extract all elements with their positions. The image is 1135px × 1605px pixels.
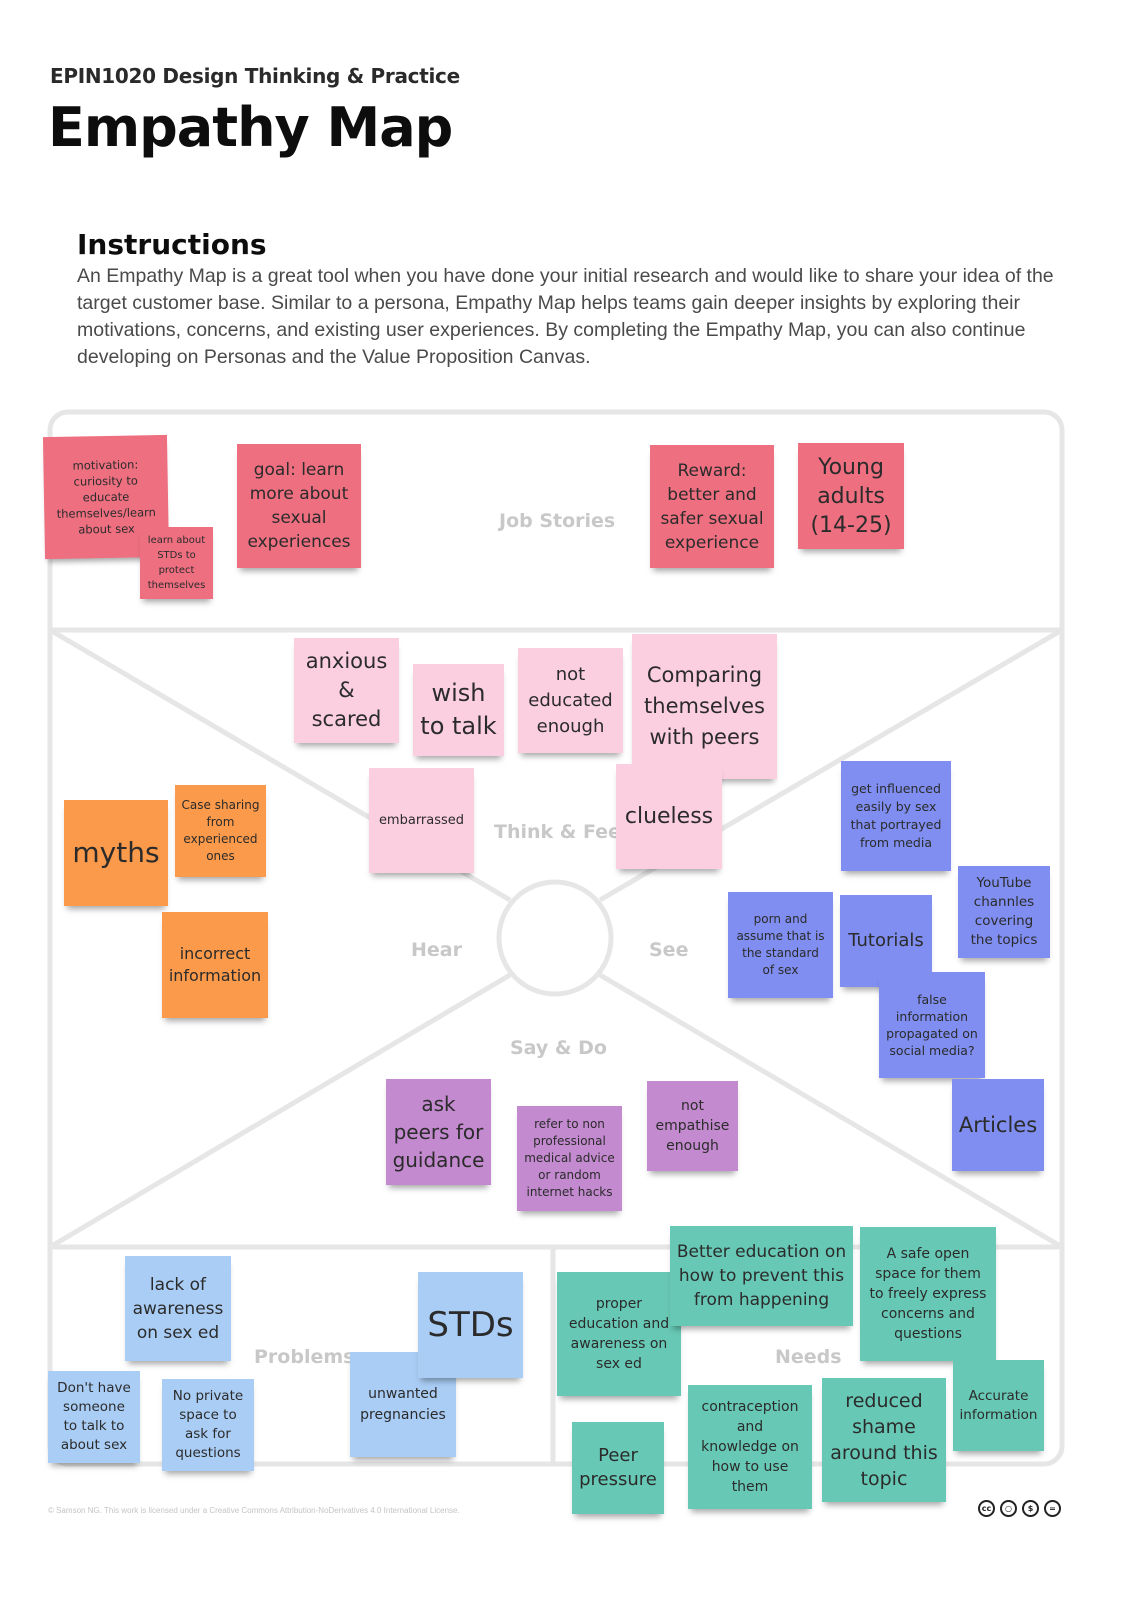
sticky-note-say-do[interactable]: not empathise enough — [647, 1081, 738, 1171]
nc-icon: $ — [1022, 1500, 1039, 1517]
section-label-think-feel: Think & Feel — [494, 821, 628, 843]
sticky-note-need[interactable]: Peer pressure — [572, 1422, 664, 1514]
sticky-note-problem[interactable]: lack of awareness on sex ed — [125, 1256, 231, 1361]
section-label-say-do: Say & Do — [510, 1037, 607, 1059]
sticky-note-need[interactable]: contraception and knowledge on how to us… — [688, 1385, 812, 1509]
sticky-note-say-do[interactable]: refer to non professional medical advice… — [517, 1106, 622, 1211]
instructions-heading: Instructions — [77, 228, 267, 261]
sticky-note-problem[interactable]: STDs — [418, 1272, 523, 1378]
diagonal-bottom-left — [48, 972, 512, 1250]
sticky-note-see[interactable]: YouTube channles covering the topics — [958, 866, 1050, 958]
map-outer-border — [47, 409, 1065, 1467]
sticky-note-say-do[interactable]: ask peers for guidance — [386, 1079, 491, 1185]
sticky-note-need[interactable]: A safe open space for them to freely exp… — [860, 1227, 996, 1361]
instructions-body: An Empathy Map is a great tool when you … — [77, 265, 1054, 368]
section-label-needs: Needs — [775, 1346, 842, 1368]
section-label-job-stories: Job Stories — [499, 510, 616, 532]
sticky-note-see[interactable]: false information propagated on social m… — [879, 972, 985, 1078]
sticky-note-think-feel[interactable]: wish to talk — [413, 664, 504, 756]
sticky-note-think-feel[interactable]: anxious & scared — [294, 638, 399, 743]
nd-icon: = — [1044, 1500, 1061, 1517]
section-label-hear: Hear — [411, 939, 462, 961]
sticky-note-job-story[interactable]: learn about STDs to protect themselves — [140, 527, 213, 599]
sticky-note-need[interactable]: reduced shame around this topic — [822, 1378, 946, 1502]
center-circle — [496, 879, 614, 997]
section-label-problems: Problems — [254, 1346, 355, 1368]
sticky-note-hear[interactable]: incorrect information — [162, 912, 268, 1018]
cc-license-badges[interactable]: cc ○ $ = — [978, 1500, 1061, 1517]
sticky-note-hear[interactable]: Case sharing from experienced ones — [175, 785, 266, 877]
course-title: EPIN1020 Design Thinking & Practice — [50, 64, 460, 88]
sticky-note-job-story[interactable]: Young adults (14-25) — [798, 443, 904, 549]
sticky-note-need[interactable]: Accurate information — [953, 1360, 1044, 1451]
sticky-note-see[interactable]: Articles — [952, 1079, 1044, 1171]
diagonal-bottom-right — [598, 972, 1064, 1250]
sticky-note-job-story[interactable]: goal: learn more about sexual experience… — [237, 444, 361, 568]
sticky-note-think-feel[interactable]: Comparing themselves with peers — [632, 634, 777, 779]
sticky-note-need[interactable]: proper education and awareness on sex ed — [557, 1272, 681, 1396]
section-label-see: See — [649, 939, 689, 961]
sticky-note-see[interactable]: get influenced easily by sex that portra… — [841, 761, 951, 871]
sticky-note-job-story[interactable]: Reward: better and safer sexual experien… — [650, 445, 774, 568]
cc-icon: cc — [978, 1500, 995, 1517]
sticky-note-hear[interactable]: myths — [64, 800, 168, 906]
sticky-note-think-feel[interactable]: embarrassed — [369, 768, 474, 873]
sticky-note-need[interactable]: Better education on how to prevent this … — [670, 1226, 853, 1326]
sticky-note-problem[interactable]: No private space to ask for questions — [162, 1379, 254, 1471]
sticky-note-think-feel[interactable]: not educated enough — [518, 648, 623, 753]
by-icon: ○ — [1000, 1500, 1017, 1517]
sticky-note-think-feel[interactable]: clueless — [616, 764, 722, 869]
page-title: Empathy Map — [48, 96, 453, 159]
license-footer: © Samson NG. This work is licensed under… — [48, 1506, 460, 1515]
sticky-note-see[interactable]: Tutorials — [840, 895, 932, 987]
sticky-note-see[interactable]: porn and assume that is the standard of … — [728, 892, 833, 998]
sticky-note-problem[interactable]: Don't have someone to talk to about sex — [48, 1371, 140, 1463]
